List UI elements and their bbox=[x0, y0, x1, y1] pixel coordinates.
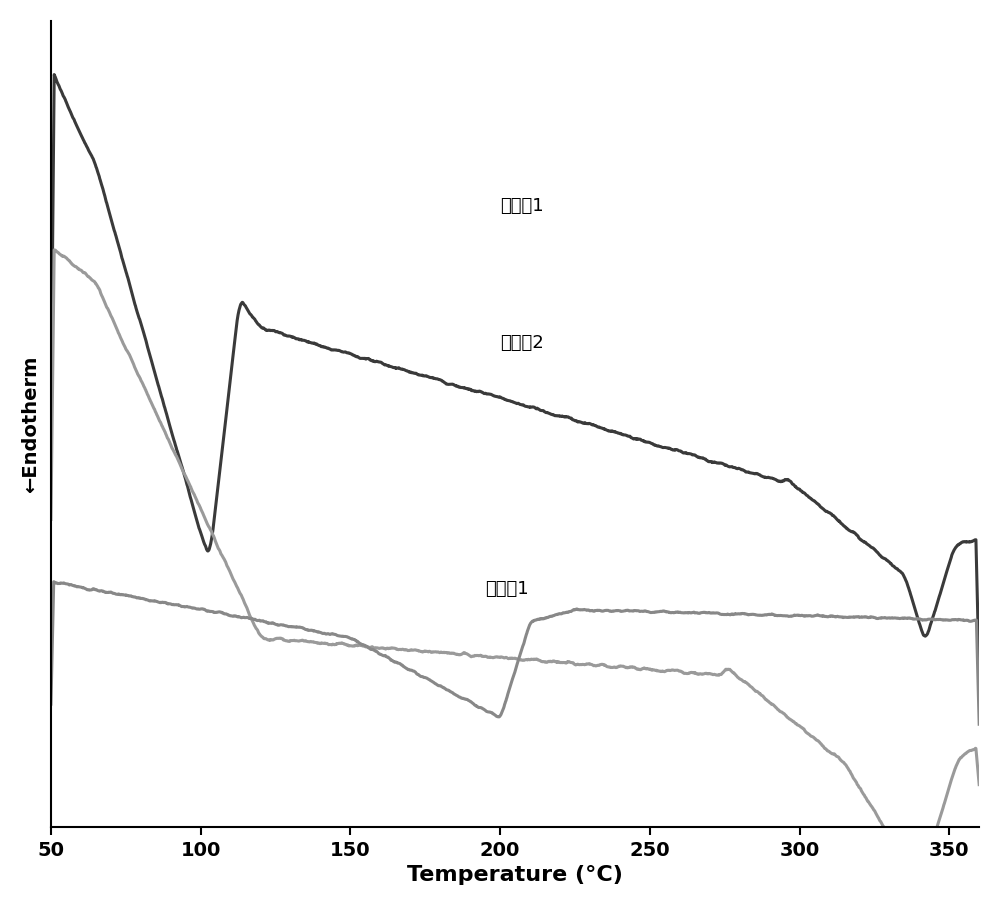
Text: 比较例2: 比较例2 bbox=[500, 334, 544, 352]
Text: 比较例1: 比较例1 bbox=[500, 198, 544, 216]
Y-axis label: ←Endotherm: ←Endotherm bbox=[21, 355, 40, 493]
Text: 实施例1: 实施例1 bbox=[485, 581, 529, 599]
X-axis label: Temperature (°C): Temperature (°C) bbox=[407, 865, 623, 885]
